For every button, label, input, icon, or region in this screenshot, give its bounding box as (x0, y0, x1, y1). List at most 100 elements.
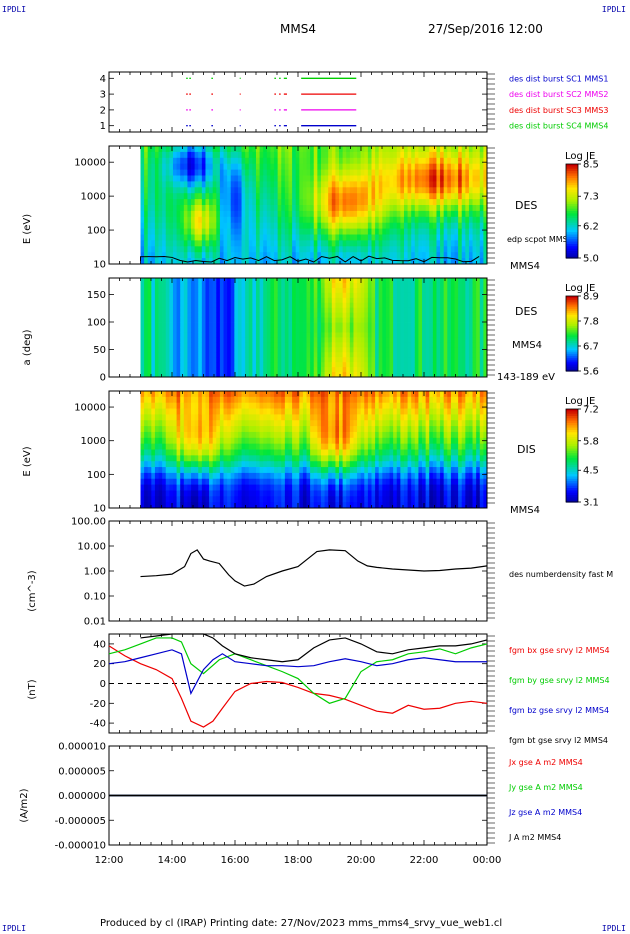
des-energy-cell (349, 205, 354, 212)
des-pitch-cell (454, 357, 459, 363)
des-pitch-cell (209, 322, 214, 328)
des-energy-cell (378, 199, 383, 206)
des-pitch-cell (396, 312, 401, 318)
des-pitch-cell (378, 307, 383, 314)
des-energy-y-tick-label: 100 (87, 226, 106, 237)
dis-energy-cell (151, 461, 156, 468)
des-energy-cell (335, 240, 340, 247)
des-energy-cell (418, 157, 423, 165)
des-energy-cell (465, 175, 470, 182)
des-pitch-cell (234, 372, 239, 378)
des-energy-cell (281, 181, 286, 188)
des-energy-cell (172, 228, 177, 235)
des-pitch-cell (310, 292, 315, 299)
des-pitch-cell (310, 302, 315, 309)
des-energy-cell (465, 151, 470, 159)
dis-energy-cell (230, 455, 235, 462)
des-energy-cell (328, 193, 333, 200)
des-pitch-cell (389, 347, 394, 353)
des-energy-cell (147, 175, 152, 182)
des-energy-cell (317, 216, 322, 224)
des-pitch-cell (317, 297, 322, 304)
des-energy-cell (234, 252, 239, 259)
des-energy-cell (277, 216, 282, 224)
dis-energy-cell (165, 496, 170, 503)
des-pitch-cell (360, 332, 365, 338)
des-energy-cell (277, 146, 282, 153)
des-energy-cell (339, 163, 344, 170)
des-pitch-cell (310, 332, 315, 338)
des-energy-cell (252, 222, 257, 229)
des-pitch-cell (234, 367, 239, 373)
des-pitch-cell (375, 307, 380, 314)
des-pitch-cell (281, 342, 286, 348)
des-energy-cell (165, 222, 170, 229)
des-pitch-cell (400, 278, 405, 284)
des-pitch-cell (299, 312, 304, 318)
des-energy-colorbar-swatch (566, 201, 578, 205)
des-pitch-cell (443, 352, 448, 358)
des-pitch-cell (194, 367, 199, 373)
des-energy-cell (256, 240, 261, 247)
des-energy-cell (227, 187, 232, 194)
des-energy-cell (248, 175, 253, 182)
dis-energy-cell (209, 484, 214, 491)
des-pitch-cell (209, 372, 214, 378)
des-pitch-cell (274, 282, 279, 289)
des-energy-cell (158, 252, 163, 259)
des-energy-cell (447, 222, 452, 229)
des-pitch-cell (349, 372, 354, 378)
dis-energy-cell (212, 420, 217, 427)
dis-energy-cell (263, 420, 268, 427)
des-pitch-cell (443, 327, 448, 333)
des-pitch-cell (400, 367, 405, 373)
des-energy-cell (339, 240, 344, 247)
des-pitch-cell (393, 278, 398, 284)
des-energy-cell (440, 252, 445, 259)
des-pitch-cell (187, 367, 192, 373)
des-energy-cell (274, 240, 279, 247)
des-energy-cell (450, 205, 455, 212)
des-pitch-cell (140, 312, 145, 318)
des-energy-cell (209, 234, 214, 241)
des-pitch-cell (154, 282, 159, 289)
des-energy-cell (248, 181, 253, 188)
des-pitch-cell (187, 297, 192, 304)
des-energy-cell (436, 199, 441, 206)
des-energy-cell (346, 187, 351, 194)
des-pitch-cell (458, 367, 463, 373)
dis-energy-cell (245, 408, 250, 415)
des-energy-cell (436, 205, 441, 212)
des-energy-cell (165, 258, 170, 265)
des-pitch-cell (176, 287, 181, 294)
des-pitch-cell (411, 302, 416, 309)
des-pitch-cell (360, 352, 365, 358)
des-pitch-cell (429, 312, 434, 318)
des-energy-cell (367, 175, 372, 182)
des-pitch-cell (403, 282, 408, 289)
des-energy-cell (375, 193, 380, 200)
des-pitch-cell (342, 297, 347, 304)
des-pitch-cell (357, 342, 362, 348)
des-energy-cell (425, 163, 430, 170)
des-energy-cell (479, 181, 484, 188)
dis-energy-cell (248, 402, 253, 409)
des-pitch-cell (479, 327, 484, 333)
des-pitch-cell (237, 322, 242, 328)
des-pitch-cell (198, 342, 203, 348)
des-pitch-cell (378, 297, 383, 304)
des-pitch-cell (465, 337, 470, 343)
des-pitch-cell (364, 372, 369, 378)
des-energy-cell (479, 175, 484, 182)
dis-energy-cell (234, 461, 239, 468)
des-energy-cell (389, 169, 394, 176)
des-energy-cell (241, 157, 246, 165)
des-pitch-cell (281, 278, 286, 284)
des-energy-cell (414, 234, 419, 241)
des-energy-cell (191, 175, 196, 182)
des-pitch-colorbar-swatch (566, 331, 578, 335)
des-energy-cell (342, 151, 347, 159)
des-pitch-cell (468, 332, 473, 338)
des-energy-cell (219, 258, 224, 265)
des-pitch-cell (349, 307, 354, 314)
